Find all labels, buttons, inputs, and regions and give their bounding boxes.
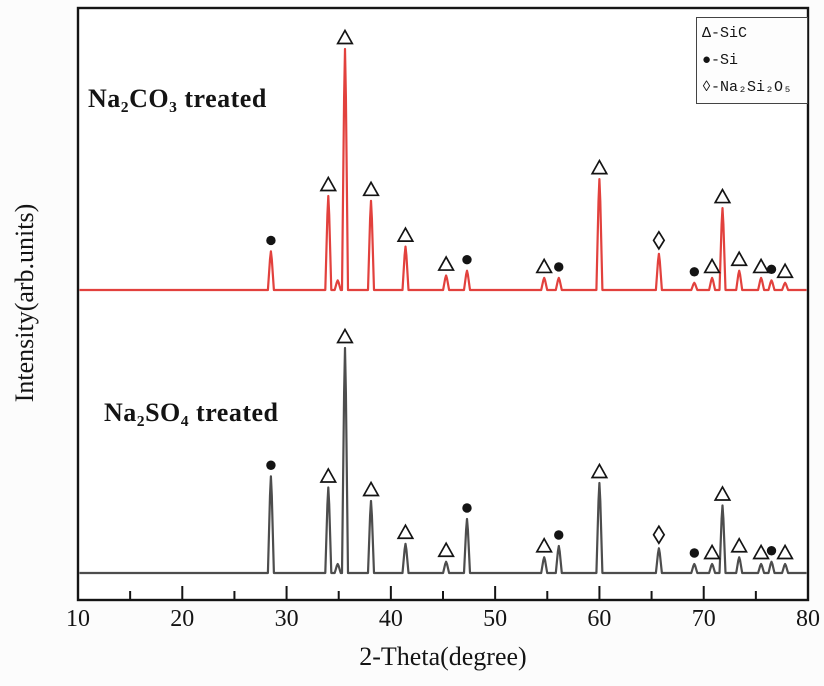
legend-item-si: ●-Si xyxy=(702,52,739,69)
si-circle-marker xyxy=(766,546,777,556)
sic-triangle-marker xyxy=(752,543,770,560)
x-tick-label: 20 xyxy=(170,606,195,632)
sic-triangle-marker xyxy=(396,226,415,242)
sic-triangle-marker xyxy=(713,187,732,204)
si-circle-marker xyxy=(689,548,700,558)
series-label-na2co3: Na₂CO₃ treated xyxy=(88,84,267,113)
sic-triangle-marker xyxy=(437,255,455,271)
sic-triangle-marker xyxy=(590,158,609,175)
sic-triangle-marker xyxy=(776,262,794,279)
x-tick-label: 70 xyxy=(691,606,716,632)
sic-triangle-marker xyxy=(362,180,380,197)
sic-triangle-marker xyxy=(713,485,732,501)
sic-triangle-marker xyxy=(535,537,553,553)
diffraction-curve xyxy=(79,346,807,575)
sic-triangle-marker xyxy=(362,480,380,497)
x-tick-label: 60 xyxy=(587,606,612,632)
sic-triangle-marker xyxy=(703,257,721,274)
sic-triangle-marker xyxy=(437,541,455,558)
sic-triangle-marker xyxy=(319,467,338,483)
x-axis-title: 2-Theta(degree) xyxy=(359,642,527,671)
x-tick-label: 30 xyxy=(274,606,299,632)
plot-frame xyxy=(76,6,810,602)
sic-triangle-marker xyxy=(703,543,721,560)
si-circle-marker xyxy=(554,530,564,540)
si-circle-marker xyxy=(554,262,564,272)
sic-triangle-marker xyxy=(776,543,794,560)
diffraction-curve xyxy=(79,47,807,292)
si-circle-marker xyxy=(689,267,700,277)
sic-triangle-marker xyxy=(535,257,553,274)
sic-triangle-marker xyxy=(590,462,609,479)
na2si2o5-diamond-marker xyxy=(652,230,666,251)
sic-triangle-marker xyxy=(396,523,415,540)
series-label-na2so4: Na₂SO₄ treated xyxy=(104,398,279,427)
sic-triangle-marker xyxy=(730,250,748,267)
x-tick-label: 10 xyxy=(66,606,90,632)
si-circle-marker xyxy=(266,460,276,470)
y-axis-title: Intensity(arb.units) xyxy=(10,203,39,403)
x-tick-label: 80 xyxy=(796,606,820,632)
sic-triangle-marker xyxy=(319,175,338,192)
sic-triangle-marker xyxy=(336,327,354,344)
legend-item-na2si2o5: ◊-Na₂Si₂O₅ xyxy=(702,79,793,96)
sic-triangle-marker xyxy=(752,257,770,274)
na2si2o5-diamond-marker xyxy=(652,524,666,545)
si-circle-marker xyxy=(766,264,777,275)
si-circle-marker xyxy=(462,255,472,265)
x-tick-label: 40 xyxy=(378,606,403,632)
legend: Δ-SiC ●-Si ◊-Na₂Si₂O₅ xyxy=(696,17,808,104)
legend-item-sic: Δ-SiC xyxy=(702,25,748,42)
si-circle-marker xyxy=(462,503,472,513)
sic-triangle-marker xyxy=(336,28,354,45)
sic-triangle-marker xyxy=(730,537,748,553)
si-circle-marker xyxy=(266,235,276,246)
x-tick-label: 50 xyxy=(483,606,508,632)
